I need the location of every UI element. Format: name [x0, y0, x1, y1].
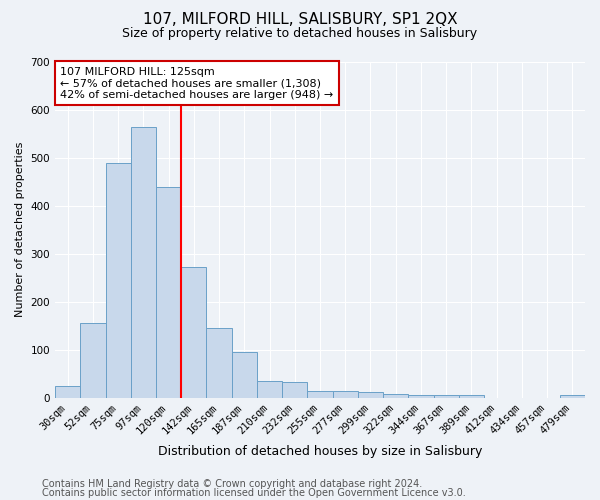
Y-axis label: Number of detached properties: Number of detached properties — [15, 142, 25, 318]
Bar — [409, 395, 434, 398]
Bar — [181, 266, 206, 398]
Bar — [55, 386, 80, 398]
Text: Contains HM Land Registry data © Crown copyright and database right 2024.: Contains HM Land Registry data © Crown c… — [42, 479, 422, 489]
Text: 107 MILFORD HILL: 125sqm
← 57% of detached houses are smaller (1,308)
42% of sem: 107 MILFORD HILL: 125sqm ← 57% of detach… — [61, 66, 334, 100]
Bar — [106, 164, 131, 398]
Text: Size of property relative to detached houses in Salisbury: Size of property relative to detached ho… — [122, 28, 478, 40]
Bar — [358, 392, 383, 398]
Bar — [332, 390, 358, 398]
Bar — [257, 381, 282, 398]
Bar — [459, 396, 484, 398]
Bar — [206, 328, 232, 398]
Bar — [156, 188, 181, 398]
Bar — [560, 395, 585, 398]
Bar — [307, 392, 332, 398]
Bar — [131, 128, 156, 398]
Bar — [434, 396, 459, 398]
Text: 107, MILFORD HILL, SALISBURY, SP1 2QX: 107, MILFORD HILL, SALISBURY, SP1 2QX — [143, 12, 457, 28]
Bar — [282, 382, 307, 398]
X-axis label: Distribution of detached houses by size in Salisbury: Distribution of detached houses by size … — [158, 444, 482, 458]
Text: Contains public sector information licensed under the Open Government Licence v3: Contains public sector information licen… — [42, 488, 466, 498]
Bar — [383, 394, 409, 398]
Bar — [232, 352, 257, 398]
Bar — [80, 324, 106, 398]
